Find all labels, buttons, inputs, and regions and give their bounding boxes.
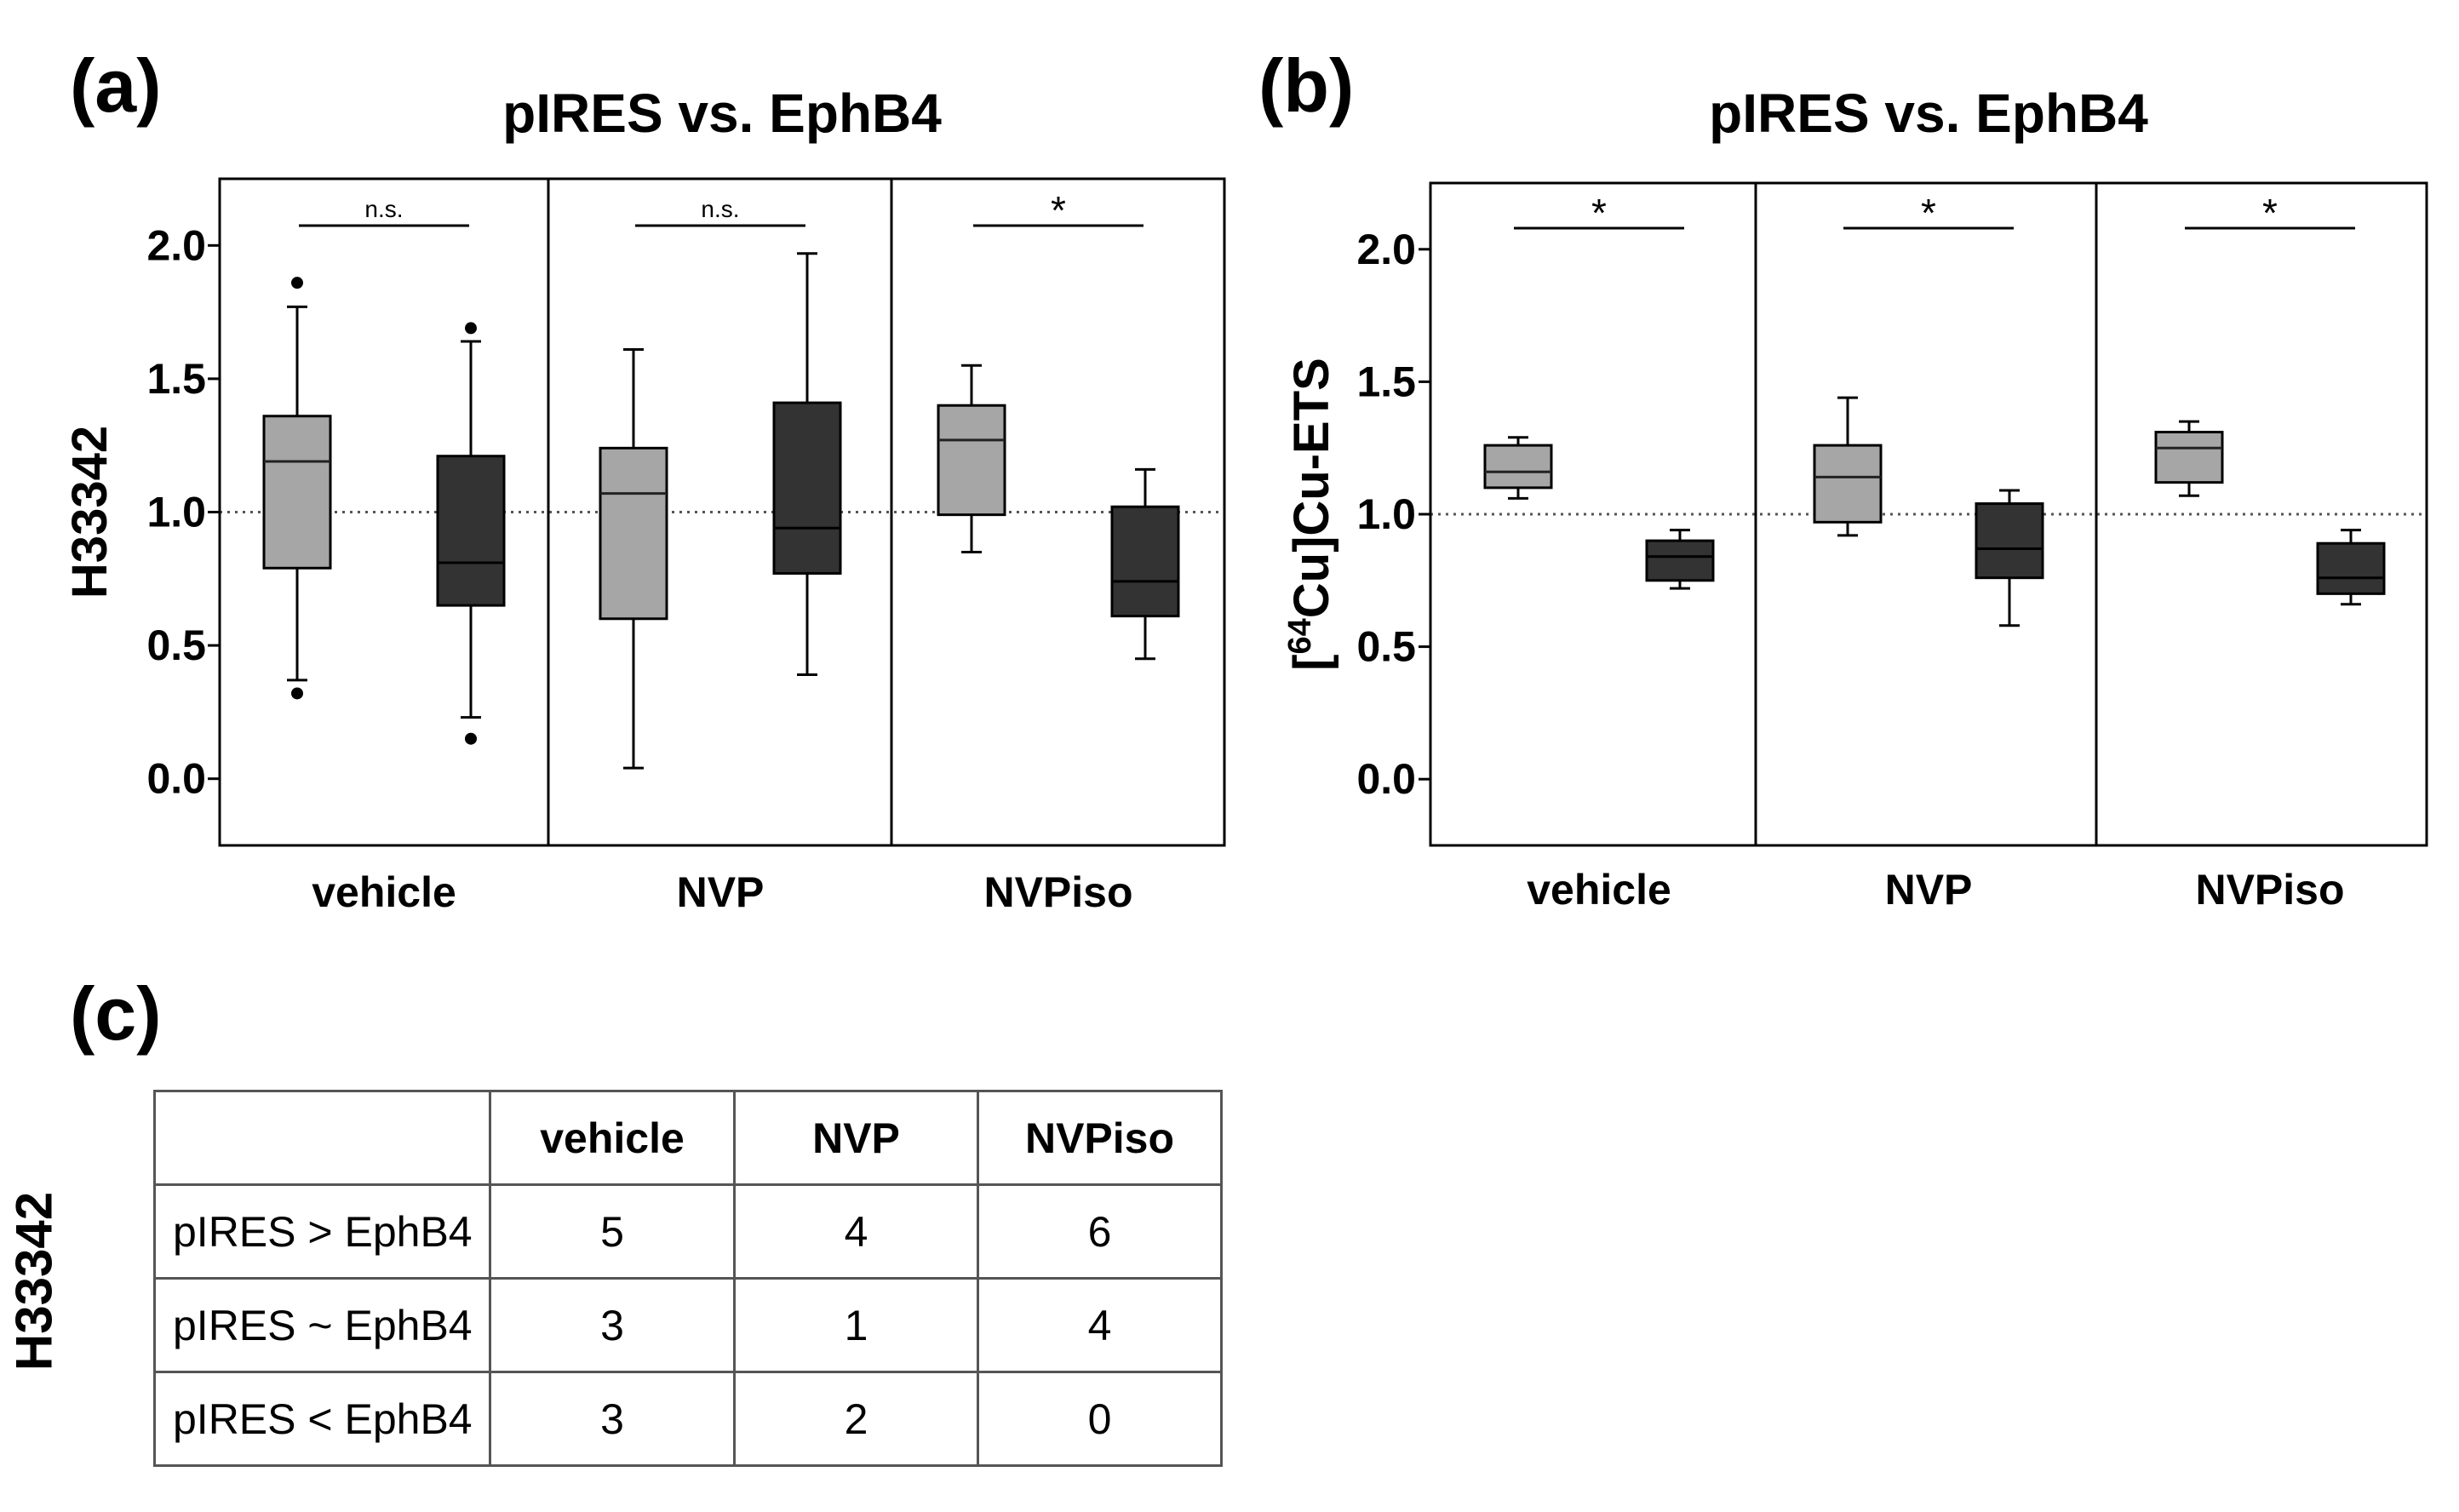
table-cell: 5 [489, 1183, 736, 1280]
table-header-cell [153, 1090, 491, 1186]
box-pires [937, 404, 1006, 517]
plot-frame [218, 177, 1226, 847]
box-ephb4 [2316, 541, 2386, 595]
y-axis-label-part: [ [1284, 655, 1339, 671]
table-cell: 1 [733, 1277, 979, 1373]
x-category-label: vehicle [1527, 866, 1671, 914]
counts-table-wrapper: vehicle NVP NVPiso pIRES > EphB4 5 4 6 p… [153, 1090, 1223, 1467]
table-cell: 4 [733, 1183, 979, 1280]
table-cell: 3 [489, 1277, 736, 1373]
y-tick-label: 1.5 [1356, 358, 1416, 405]
y-tick-label: 1.5 [146, 355, 206, 403]
table-cell: 3 [489, 1371, 736, 1467]
table-cell: 0 [977, 1371, 1223, 1467]
significance-label: * [2262, 191, 2278, 235]
box-pires [262, 415, 332, 570]
y-axis-label: H33342 [62, 426, 118, 598]
table-header-row: vehicle NVP NVPiso [153, 1090, 1223, 1186]
panel-label-a: (a) [70, 43, 162, 128]
significance-label: n.s. [364, 196, 403, 222]
significance-label: * [1591, 191, 1607, 235]
y-tick-label: 2.0 [1356, 226, 1416, 273]
significance-label: * [1921, 191, 1936, 235]
chart-a: pIRES vs. EphB4 H33342 0.0 0.5 1.0 1.5 2.0 vehi… [62, 83, 1226, 916]
chart-title: pIRES vs. EphB4 [1709, 83, 2148, 144]
table-row-label: pIRES < EphB4 [153, 1371, 491, 1467]
y-axis-label-superscript: 64 [1282, 618, 1318, 654]
y-axis-label-part: Cu]Cu-ETS [1284, 358, 1339, 618]
box-pires [1813, 444, 1883, 524]
box-ephb4 [772, 401, 842, 576]
box-ephb4 [1975, 502, 2044, 580]
table-row-label: pIRES ~ EphB4 [153, 1277, 491, 1373]
table-cell: 2 [733, 1371, 979, 1467]
counts-table: vehicle NVP NVPiso pIRES > EphB4 5 4 6 p… [153, 1090, 1223, 1467]
outlier-point [291, 687, 303, 700]
x-category-label: NVPiso [2195, 866, 2344, 914]
x-category-label: NVP [1885, 866, 1973, 914]
table-header-cell: NVPiso [977, 1090, 1223, 1186]
table-cell: 4 [977, 1277, 1223, 1373]
y-tick-label: 1.0 [1356, 490, 1416, 538]
outlier-point [291, 277, 303, 289]
box-pires [599, 446, 668, 621]
box-ephb4 [1645, 539, 1715, 582]
chart-b: pIRES vs. EphB4 [64Cu]Cu-ETS 0.0 0.5 1.0 1.5 2… [1282, 83, 2428, 914]
table-row: pIRES < EphB4 3 2 0 [153, 1371, 1223, 1467]
y-tick-label: 0.0 [1356, 755, 1416, 803]
table-header-cell: vehicle [489, 1090, 736, 1186]
y-axis-label: [64Cu]Cu-ETS [1282, 358, 1339, 671]
table-row: pIRES > EphB4 5 4 6 [153, 1183, 1223, 1280]
table-row-label: pIRES > EphB4 [153, 1183, 491, 1280]
table-y-axis-label: H33342 [5, 1191, 63, 1372]
box-ephb4 [1110, 505, 1180, 618]
significance-label: n.s. [701, 196, 739, 222]
y-tick-label: 1.0 [146, 489, 206, 536]
table-cell: 6 [977, 1183, 1223, 1280]
table-row: pIRES ~ EphB4 3 1 4 [153, 1277, 1223, 1373]
chart-title: pIRES vs. EphB4 [502, 83, 942, 144]
x-category-label: vehicle [312, 868, 456, 916]
box-pires [2154, 431, 2224, 484]
plot-frame [1429, 181, 2428, 847]
outlier-point [465, 322, 477, 335]
panel-label-c: (c) [70, 971, 162, 1056]
box-ephb4 [436, 455, 506, 607]
x-category-label: NVP [677, 868, 765, 916]
y-tick-label: 0.5 [1356, 623, 1416, 671]
y-tick-label: 0.5 [146, 621, 206, 669]
significance-label: * [1051, 188, 1066, 232]
y-tick-label: 0.0 [146, 755, 206, 803]
panel-label-b: (b) [1258, 43, 1355, 128]
outlier-point [465, 732, 477, 745]
x-category-label: NVPiso [983, 868, 1132, 916]
y-tick-label: 2.0 [146, 221, 206, 269]
box-pires [1483, 444, 1553, 490]
table-header-cell: NVP [733, 1090, 979, 1186]
